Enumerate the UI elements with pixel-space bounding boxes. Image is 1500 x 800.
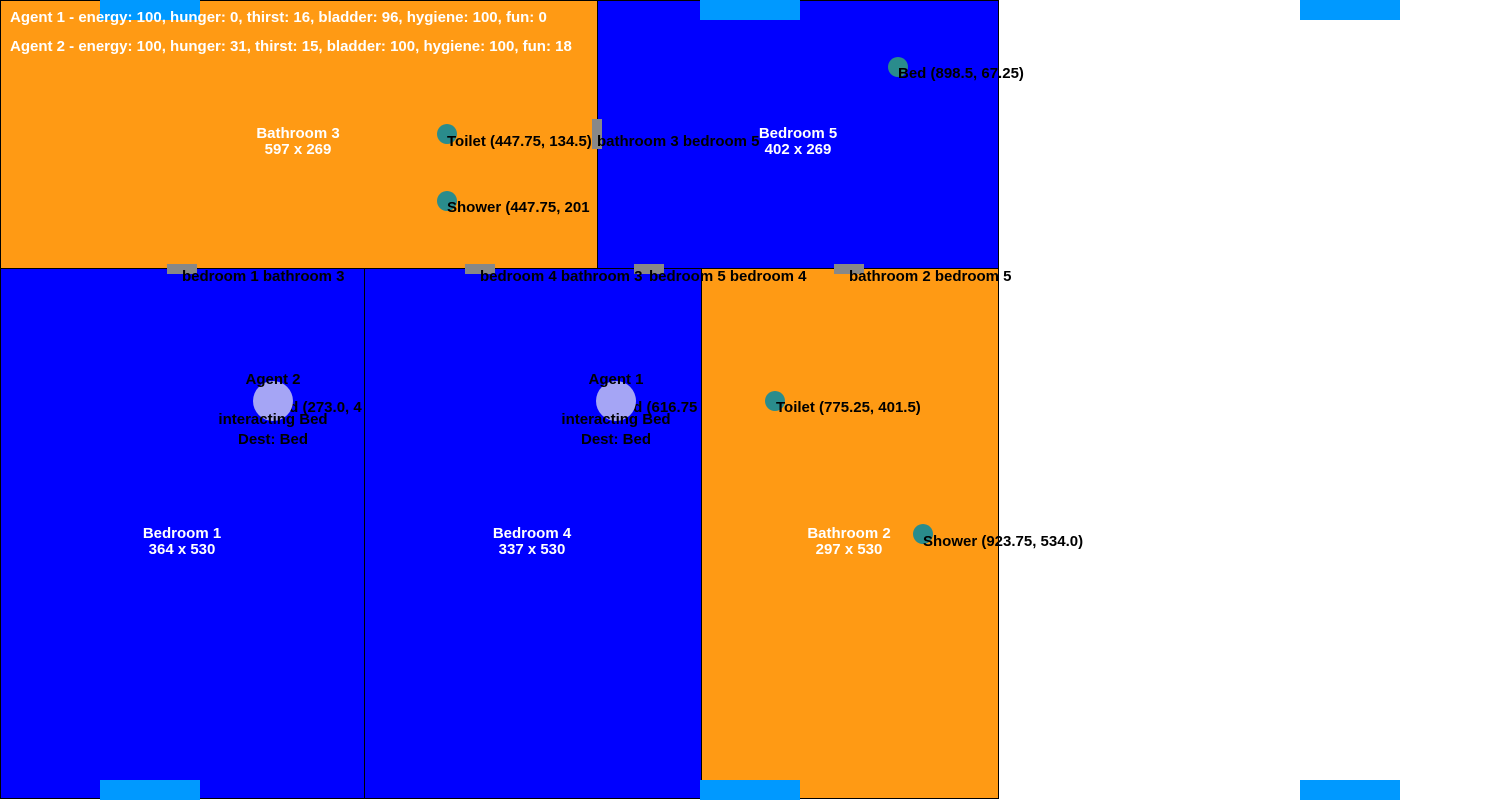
object-label-bed-bedroom-1: Bed (273.0, 4 — [270, 400, 362, 416]
shower-icon[interactable] — [437, 191, 457, 211]
room-label-bathroom-3: Bathroom 3 597 x 269 — [256, 125, 340, 158]
room-bathroom-3 — [0, 0, 598, 269]
agent-1-status: Agent 1 - energy: 100, hunger: 0, thirst… — [10, 9, 547, 26]
door-bathroom2-bedroom5[interactable] — [834, 264, 864, 274]
window-bottom-1 — [100, 780, 200, 800]
agent-1-name: Agent 1 — [588, 371, 644, 388]
door-label-bedroom1-bathroom3: bedroom 1 bathroom 3 — [182, 268, 345, 285]
agent-2-state: interacting Bed — [218, 411, 328, 428]
door-label-bedroom5-bedroom4: bedroom 5 bedroom 4 — [649, 268, 807, 285]
agent-1-destination: Dest: Bed — [580, 431, 652, 448]
door-label-bedroom4-bathroom3: bedroom 4 bathroom 3 — [480, 268, 643, 285]
agent-1-avatar[interactable] — [596, 381, 636, 421]
room-label-bedroom-5: Bedroom 5 402 x 269 — [758, 125, 838, 158]
object-label-shower-bathroom-3: Shower (447.75, 201 — [447, 199, 590, 216]
toilet-icon[interactable] — [437, 124, 457, 144]
door-bathroom3-bedroom5[interactable] — [592, 119, 602, 149]
window-top-3 — [1300, 0, 1400, 20]
object-label-bed-bedroom-5: Bed (898.5, 67.25) — [898, 65, 1024, 82]
door-bedroom5-bedroom4[interactable] — [634, 264, 664, 274]
agent-2-status: Agent 2 - energy: 100, hunger: 31, thirs… — [10, 38, 572, 55]
door-bedroom1-bathroom3[interactable] — [167, 264, 197, 274]
window-bottom-2 — [700, 780, 800, 800]
door-label-bathroom2-bedroom5: bathroom 2 bedroom 5 — [849, 268, 1012, 285]
room-bedroom-5 — [597, 0, 999, 269]
agent-2-avatar[interactable] — [253, 381, 293, 421]
object-label-shower-bathroom-2: Shower (923.75, 534.0) — [923, 533, 1084, 550]
shower-icon[interactable] — [913, 524, 933, 544]
window-bottom-3 — [1300, 780, 1400, 800]
agent-1-state: interacting Bed — [561, 411, 671, 428]
object-label-toilet-bathroom-2: Toilet (775.25, 401.5) — [776, 399, 921, 416]
bed-icon[interactable] — [888, 57, 908, 77]
room-label-bedroom-4: Bedroom 4 337 x 530 — [492, 525, 572, 558]
object-label-toilet-bathroom-3: Toilet (447.75, 134.5) — [447, 133, 592, 150]
agent-2-name: Agent 2 — [245, 371, 301, 388]
door-bedroom4-bathroom3[interactable] — [465, 264, 495, 274]
toilet-icon[interactable] — [765, 391, 785, 411]
window-top-2 — [700, 0, 800, 20]
agent-2-destination: Dest: Bed — [237, 431, 309, 448]
room-bathroom-2 — [701, 268, 999, 799]
window-top-1 — [100, 0, 200, 20]
door-label-bathroom3-bedroom5: bathroom 3 bedroom 5 — [597, 133, 760, 150]
room-label-bathroom-2: Bathroom 2 297 x 530 — [807, 525, 891, 558]
room-bedroom-4 — [364, 268, 702, 799]
room-label-bedroom-1: Bedroom 1 364 x 530 — [142, 525, 222, 558]
